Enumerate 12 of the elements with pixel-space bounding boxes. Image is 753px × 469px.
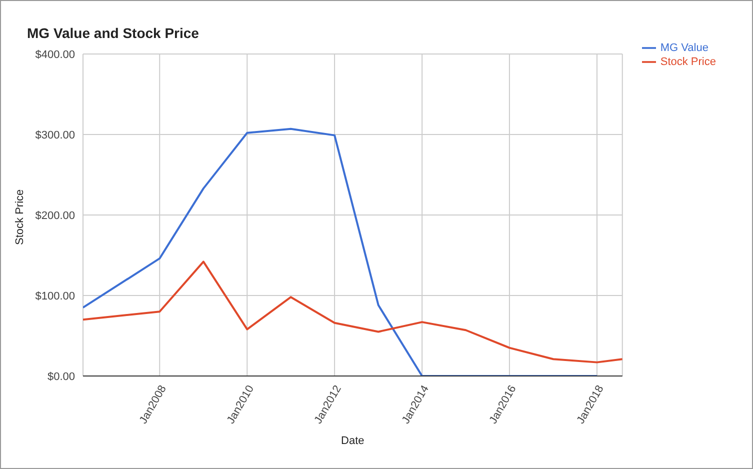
y-tick-label: $300.00	[35, 129, 75, 142]
legend-label: MG Value	[660, 42, 708, 54]
line-series	[83, 128, 598, 376]
x-axis-title: Date	[341, 435, 364, 447]
y-axis-title: Stock Price	[14, 189, 26, 245]
y-tick-label: $200.00	[35, 210, 75, 222]
y-tick-label: $0.00	[47, 370, 75, 383]
chart-title: MG Value and Stock Price	[27, 25, 199, 41]
legend-label: Stock Price	[660, 56, 716, 68]
y-tick-label: $400.00	[35, 48, 75, 61]
y-tick-label: $100.00	[35, 290, 75, 302]
line-series	[83, 260, 622, 364]
